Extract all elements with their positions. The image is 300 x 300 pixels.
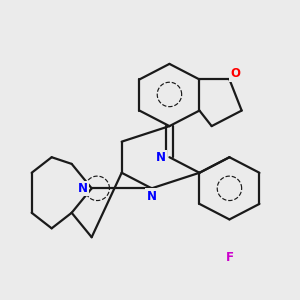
Text: N: N: [78, 182, 88, 195]
Text: N: N: [156, 151, 166, 164]
Text: N: N: [147, 190, 157, 202]
Text: O: O: [230, 68, 240, 80]
Text: F: F: [225, 251, 233, 264]
